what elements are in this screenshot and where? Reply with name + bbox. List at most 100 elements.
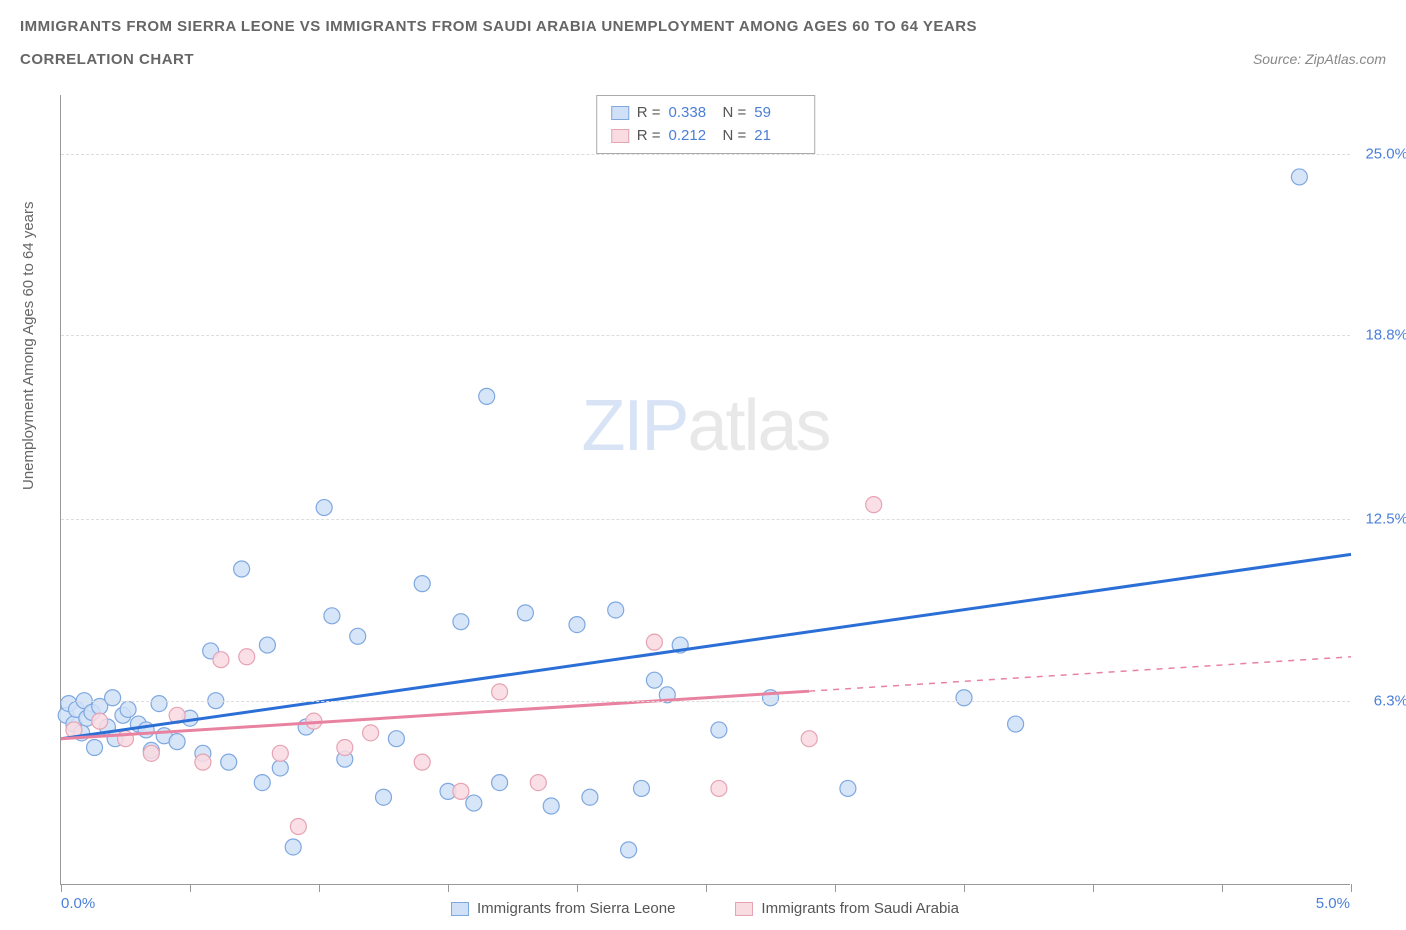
data-point (337, 739, 353, 755)
gridline (61, 701, 1350, 702)
data-point (466, 795, 482, 811)
chart-title: IMMIGRANTS FROM SIERRA LEONE VS IMMIGRAN… (20, 18, 1386, 35)
x-tick (1351, 884, 1352, 892)
plot-area: ZIPatlas R = 0.338 N = 59 R = 0.212 N = … (60, 95, 1350, 885)
data-point (414, 576, 430, 592)
data-point (530, 775, 546, 791)
data-point (543, 798, 559, 814)
y-tick-label: 18.8% (1365, 326, 1406, 343)
r-value-1: 0.338 (669, 102, 715, 125)
data-point (1008, 716, 1024, 732)
data-point (120, 701, 136, 717)
data-point (324, 608, 340, 624)
x-tick (448, 884, 449, 892)
n-label-2: N = (723, 125, 747, 148)
data-point (840, 780, 856, 796)
x-tick (706, 884, 707, 892)
data-point (1291, 169, 1307, 185)
data-point (87, 739, 103, 755)
data-point (866, 497, 882, 513)
data-point (143, 745, 159, 761)
data-point (608, 602, 624, 618)
data-point (285, 839, 301, 855)
n-value-1: 59 (754, 102, 800, 125)
chart-svg (61, 95, 1351, 885)
data-point (254, 775, 270, 791)
stats-row-1: R = 0.338 N = 59 (611, 102, 801, 125)
swatch-series-1 (611, 106, 629, 120)
data-point (453, 614, 469, 630)
gridline (61, 335, 1350, 336)
data-point (492, 684, 508, 700)
data-point (272, 760, 288, 776)
legend-swatch-2 (735, 902, 753, 916)
y-tick-label: 12.5% (1365, 511, 1406, 528)
legend-label-2: Immigrants from Saudi Arabia (761, 900, 959, 917)
data-point (92, 713, 108, 729)
stats-row-2: R = 0.212 N = 21 (611, 125, 801, 148)
data-point (634, 780, 650, 796)
data-point (272, 745, 288, 761)
legend-item-1: Immigrants from Sierra Leone (451, 900, 675, 917)
data-point (517, 605, 533, 621)
data-point (388, 731, 404, 747)
x-tick (964, 884, 965, 892)
data-point (801, 731, 817, 747)
n-label-1: N = (723, 102, 747, 125)
chart-container: ZIPatlas R = 0.338 N = 59 R = 0.212 N = … (60, 95, 1350, 885)
x-tick (319, 884, 320, 892)
data-point (195, 754, 211, 770)
data-point (151, 696, 167, 712)
header: IMMIGRANTS FROM SIERRA LEONE VS IMMIGRAN… (0, 0, 1406, 68)
data-point (169, 734, 185, 750)
x-tick (577, 884, 578, 892)
x-tick (61, 884, 62, 892)
data-point (213, 652, 229, 668)
legend-label-1: Immigrants from Sierra Leone (477, 900, 675, 917)
data-point (290, 818, 306, 834)
data-point (105, 690, 121, 706)
data-point (479, 388, 495, 404)
data-point (453, 783, 469, 799)
chart-subtitle: CORRELATION CHART (20, 51, 194, 68)
data-point (711, 780, 727, 796)
r-label: R = (637, 102, 661, 125)
n-value-2: 21 (754, 125, 800, 148)
data-point (350, 628, 366, 644)
data-point (259, 637, 275, 653)
legend-swatch-1 (451, 902, 469, 916)
y-tick-label: 6.3% (1374, 692, 1406, 709)
data-point (376, 789, 392, 805)
data-point (646, 672, 662, 688)
data-point (956, 690, 972, 706)
legend-item-2: Immigrants from Saudi Arabia (735, 900, 959, 917)
y-tick-label: 25.0% (1365, 145, 1406, 162)
bottom-legend: Immigrants from Sierra Leone Immigrants … (60, 900, 1350, 917)
data-point (711, 722, 727, 738)
x-tick (1093, 884, 1094, 892)
data-point (221, 754, 237, 770)
trend-line (61, 554, 1351, 738)
r-value-2: 0.212 (669, 125, 715, 148)
data-point (363, 725, 379, 741)
data-point (492, 775, 508, 791)
data-point (621, 842, 637, 858)
swatch-series-2 (611, 129, 629, 143)
trend-line-extension (809, 657, 1351, 691)
y-axis-label: Unemployment Among Ages 60 to 64 years (20, 201, 37, 490)
source-attribution: Source: ZipAtlas.com (1253, 51, 1386, 67)
subtitle-row: CORRELATION CHART Source: ZipAtlas.com (20, 51, 1386, 68)
data-point (234, 561, 250, 577)
r-label-2: R = (637, 125, 661, 148)
data-point (582, 789, 598, 805)
x-tick (1222, 884, 1223, 892)
stats-legend: R = 0.338 N = 59 R = 0.212 N = 21 (596, 95, 816, 154)
x-tick (835, 884, 836, 892)
data-point (414, 754, 430, 770)
data-point (569, 617, 585, 633)
data-point (316, 500, 332, 516)
data-point (239, 649, 255, 665)
gridline (61, 519, 1350, 520)
x-tick (190, 884, 191, 892)
gridline (61, 154, 1350, 155)
